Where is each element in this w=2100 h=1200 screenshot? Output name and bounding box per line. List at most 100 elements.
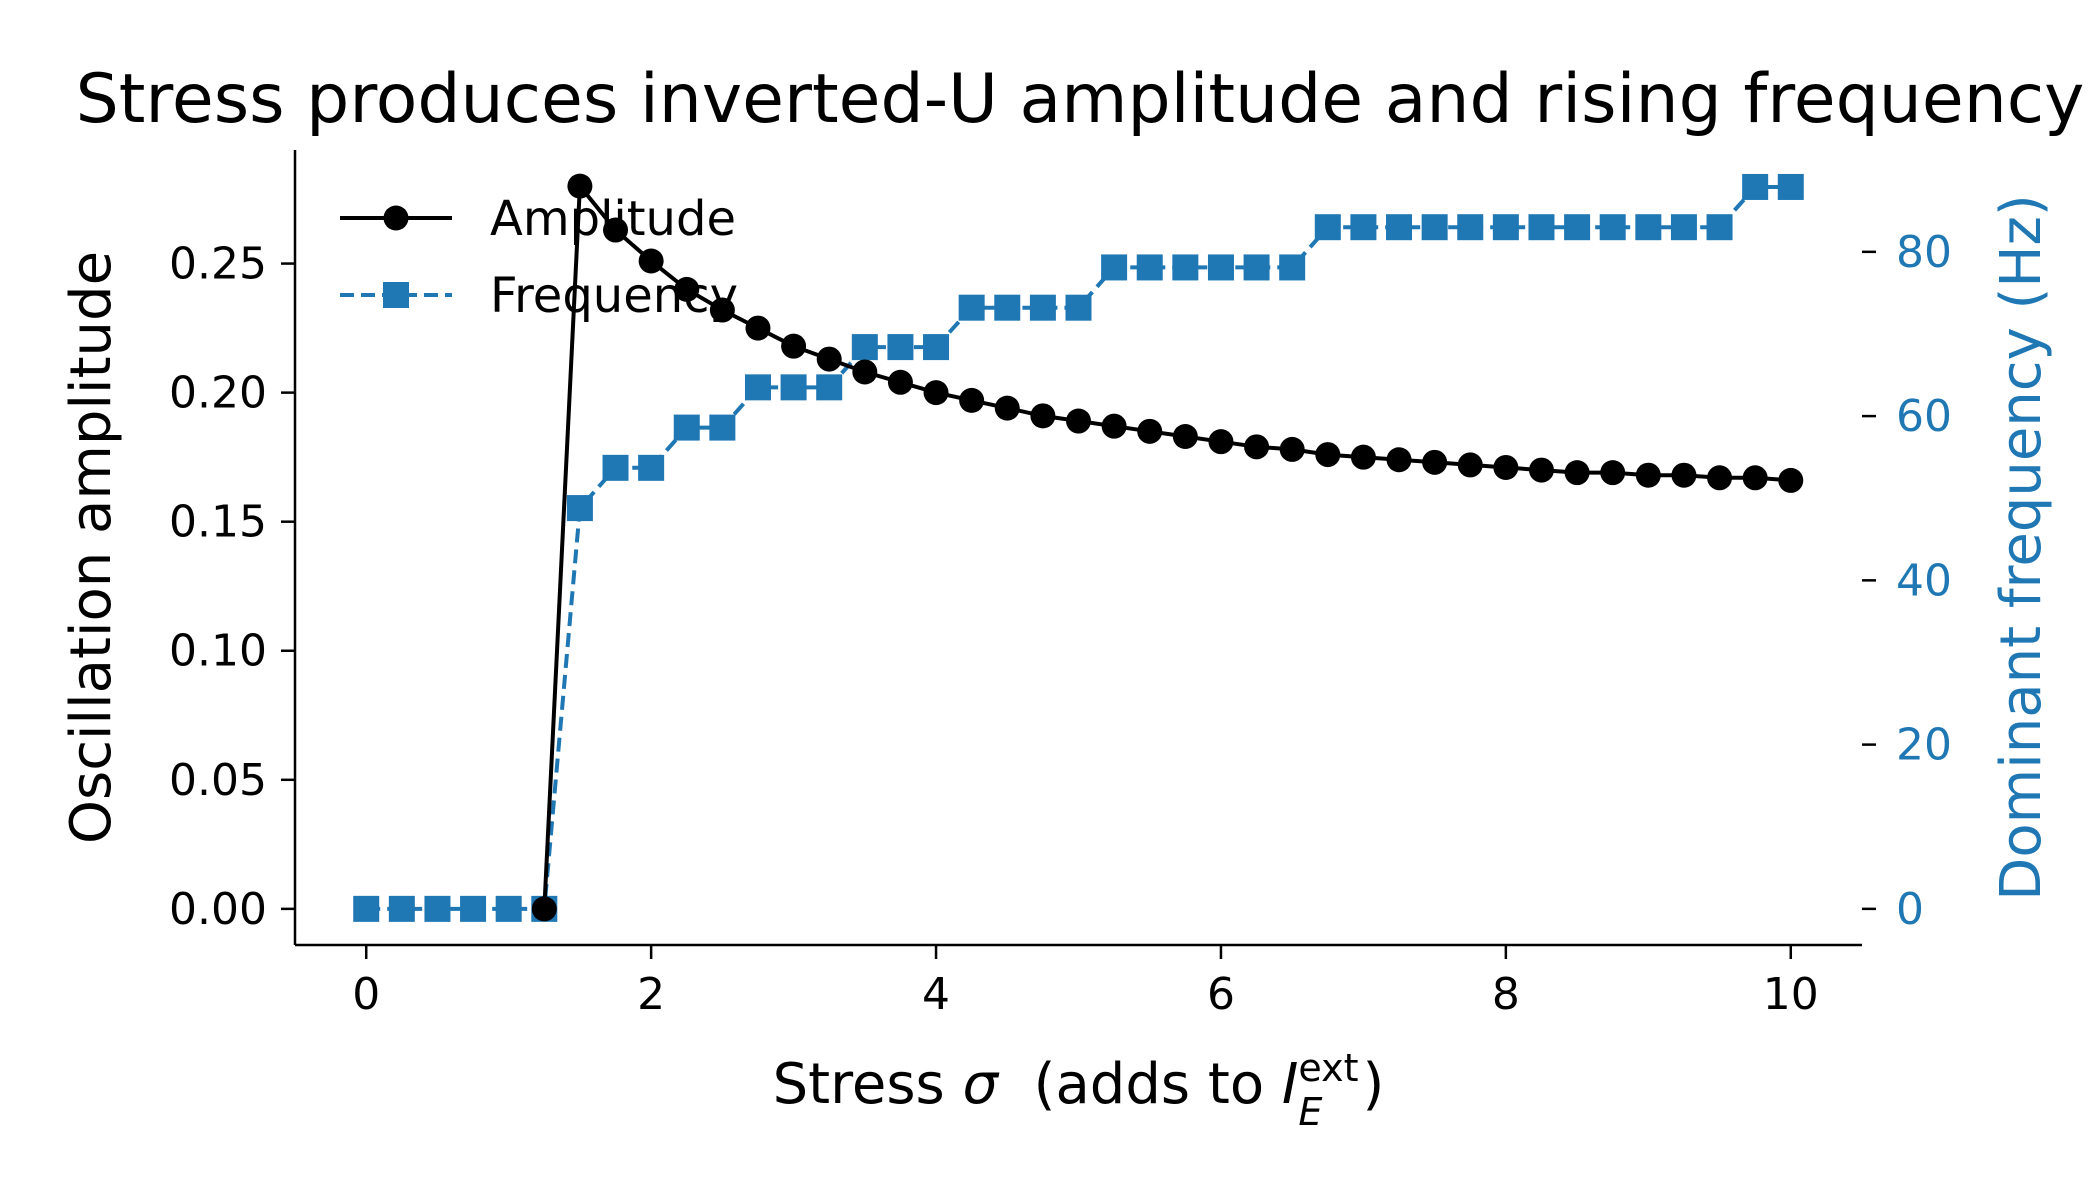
- amplitude-point: [887, 369, 913, 395]
- frequency-point: [887, 334, 914, 361]
- amplitude-point: [1564, 460, 1590, 486]
- amplitude-point: [781, 333, 807, 359]
- amplitude-point: [1422, 449, 1448, 475]
- amplitude-point: [1030, 403, 1056, 429]
- amplitude-point: [709, 297, 735, 323]
- y-left-tick-label-3: 0.15: [169, 497, 267, 548]
- y-axis-label-right: Dominant frequency (Hz): [1989, 194, 2054, 900]
- frequency-point: [495, 895, 522, 922]
- frequency-point: [851, 334, 878, 361]
- y-left-tick-label-5: 0.25: [169, 239, 267, 290]
- frequency-point: [1065, 294, 1092, 321]
- frequency-point: [1207, 254, 1234, 281]
- frequency-point: [1172, 254, 1199, 281]
- x-axis-label-prefix: Stress: [773, 1052, 963, 1117]
- frequency-point: [1528, 214, 1555, 241]
- y-right-tick-label-20: 20: [1896, 720, 1952, 771]
- y-right-tick-label-0: 0: [1896, 884, 1924, 935]
- frequency-point: [994, 294, 1021, 321]
- frequency-point: [1350, 214, 1377, 241]
- amplitude-point: [1137, 418, 1163, 444]
- x-tick-label-0: 0: [352, 969, 380, 1020]
- legend-marker-frequency: [383, 282, 409, 308]
- y-left-tick-label-4: 0.20: [169, 368, 267, 419]
- chart-title: Stress produces inverted-U amplitude and…: [76, 60, 2085, 139]
- y-left-tick-label-1: 0.05: [169, 755, 267, 806]
- y-axis-label-left: Oscillation amplitude: [59, 251, 124, 844]
- frequency-point: [673, 414, 700, 441]
- amplitude-point: [959, 387, 985, 413]
- frequency-point: [1136, 254, 1163, 281]
- amplitude-point: [1386, 447, 1412, 473]
- frequency-point: [923, 334, 950, 361]
- frequency-point: [1029, 294, 1056, 321]
- frequency-point: [744, 374, 771, 401]
- frequency-point: [1670, 214, 1697, 241]
- frequency-point: [709, 414, 736, 441]
- frequency-point: [1386, 214, 1413, 241]
- legend-label-frequency: Frequency: [490, 268, 738, 324]
- amplitude-point: [1244, 434, 1270, 460]
- series-frequency: [353, 173, 1804, 922]
- frequency-point: [1706, 214, 1733, 241]
- frequency-point: [460, 895, 487, 922]
- series-amplitude: [531, 173, 1804, 922]
- amplitude-point: [603, 217, 629, 243]
- amplitude-point: [1315, 442, 1341, 468]
- amplitude-point: [1671, 462, 1697, 488]
- legend: Amplitude Frequency: [340, 191, 738, 324]
- amplitude-point: [1528, 457, 1554, 483]
- amplitude-point: [567, 173, 593, 199]
- amplitude-point: [1172, 424, 1198, 450]
- amplitude-point: [1457, 452, 1483, 478]
- frequency-point: [1599, 214, 1626, 241]
- y-right-tick-label-40: 40: [1896, 555, 1952, 606]
- amplitude-point: [1350, 444, 1376, 470]
- amplitude-point: [1707, 465, 1733, 491]
- frequency-point: [388, 895, 415, 922]
- amplitude-point: [638, 248, 664, 274]
- amplitude-point: [745, 315, 771, 341]
- x-tick-label-8: 8: [1492, 969, 1520, 1020]
- frequency-point: [602, 454, 629, 481]
- amplitude-point: [1742, 465, 1768, 491]
- frequency-point: [1492, 214, 1519, 241]
- amplitude-point: [816, 346, 842, 372]
- frequency-point: [1314, 214, 1341, 241]
- x-axis-label-sup: ext: [1298, 1046, 1358, 1090]
- frequency-point: [1421, 214, 1448, 241]
- y-right-tick-label-60: 60: [1896, 391, 1952, 442]
- x-axis-label-middle: (adds to: [998, 1052, 1282, 1117]
- frequency-point: [1457, 214, 1484, 241]
- frequency-point: [1777, 173, 1804, 200]
- frequency-point: [424, 895, 451, 922]
- amplitude-point: [1600, 460, 1626, 486]
- legend-marker-amplitude: [383, 205, 409, 231]
- amplitude-point: [1101, 413, 1127, 439]
- frequency-point: [1243, 254, 1270, 281]
- frequency-point: [1101, 254, 1128, 281]
- x-axis-label-symbol: σ: [963, 1052, 1000, 1117]
- amplitude-point: [1493, 454, 1519, 480]
- amplitude-point: [852, 359, 878, 385]
- x-axis-label-var: I: [1282, 1052, 1299, 1117]
- x-tick-label-10: 10: [1763, 969, 1819, 1020]
- x-tick-label-2: 2: [637, 969, 665, 1020]
- frequency-point: [1279, 254, 1306, 281]
- legend-label-amplitude: Amplitude: [490, 191, 736, 247]
- frequency-point: [353, 895, 380, 922]
- frequency-point: [816, 374, 843, 401]
- amplitude-point: [1208, 429, 1234, 455]
- frequency-point: [1635, 214, 1662, 241]
- amplitude-point: [1635, 462, 1661, 488]
- frequency-point: [566, 495, 593, 522]
- frequency-point: [638, 454, 665, 481]
- amplitude-point: [994, 395, 1020, 421]
- amplitude-point: [1066, 408, 1091, 434]
- x-axis-label-sub: E: [1298, 1090, 1322, 1134]
- amplitude-point: [1778, 467, 1804, 493]
- x-tick-label-6: 6: [1207, 969, 1235, 1020]
- amplitude-point: [531, 896, 557, 922]
- x-tick-label-4: 4: [922, 969, 950, 1020]
- frequency-point: [780, 374, 807, 401]
